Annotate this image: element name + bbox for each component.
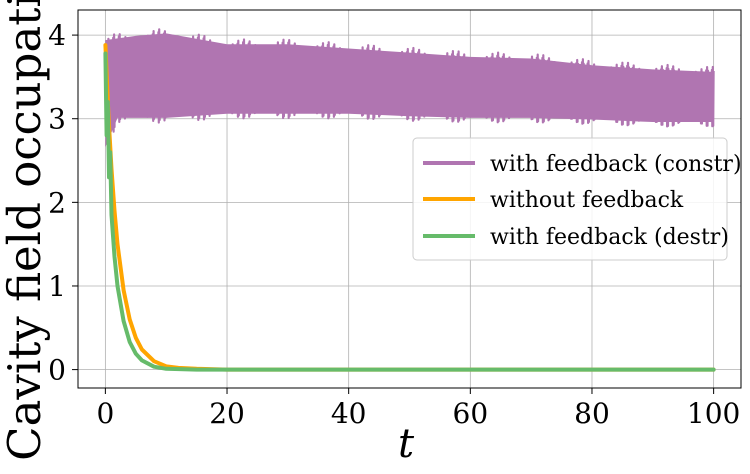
x-axis-label: t xyxy=(398,421,415,467)
x-tick-label: 60 xyxy=(453,397,489,430)
y-tick-label: 4 xyxy=(48,19,66,52)
series-band-constr xyxy=(105,33,714,148)
y-tick-label: 3 xyxy=(48,103,66,136)
y-tick-label: 2 xyxy=(48,186,66,219)
x-tick-label: 100 xyxy=(687,397,740,430)
legend-label: with feedback (destr) xyxy=(490,225,729,250)
y-tick-label: 1 xyxy=(48,270,66,303)
series-line-destr xyxy=(103,51,716,372)
legend: with feedback (constr) without feedback wi… xyxy=(412,137,742,261)
x-tick-label: 20 xyxy=(209,397,245,430)
y-axis-label: Cavity field occupation xyxy=(0,0,51,461)
ticks-layer: 0 20 40 60 80 100 0 1 2 3 4 xyxy=(48,19,740,430)
plot-frame xyxy=(77,9,742,389)
legend-label: with feedback (constr) xyxy=(490,152,742,177)
x-tick-label: 80 xyxy=(574,397,610,430)
legend-label: without feedback xyxy=(490,188,684,213)
x-tick-label: 0 xyxy=(96,397,114,430)
legend-box xyxy=(412,137,728,261)
y-tick-label: 0 xyxy=(48,354,66,387)
x-tick-label: 40 xyxy=(331,397,367,430)
series-layer xyxy=(103,28,716,372)
